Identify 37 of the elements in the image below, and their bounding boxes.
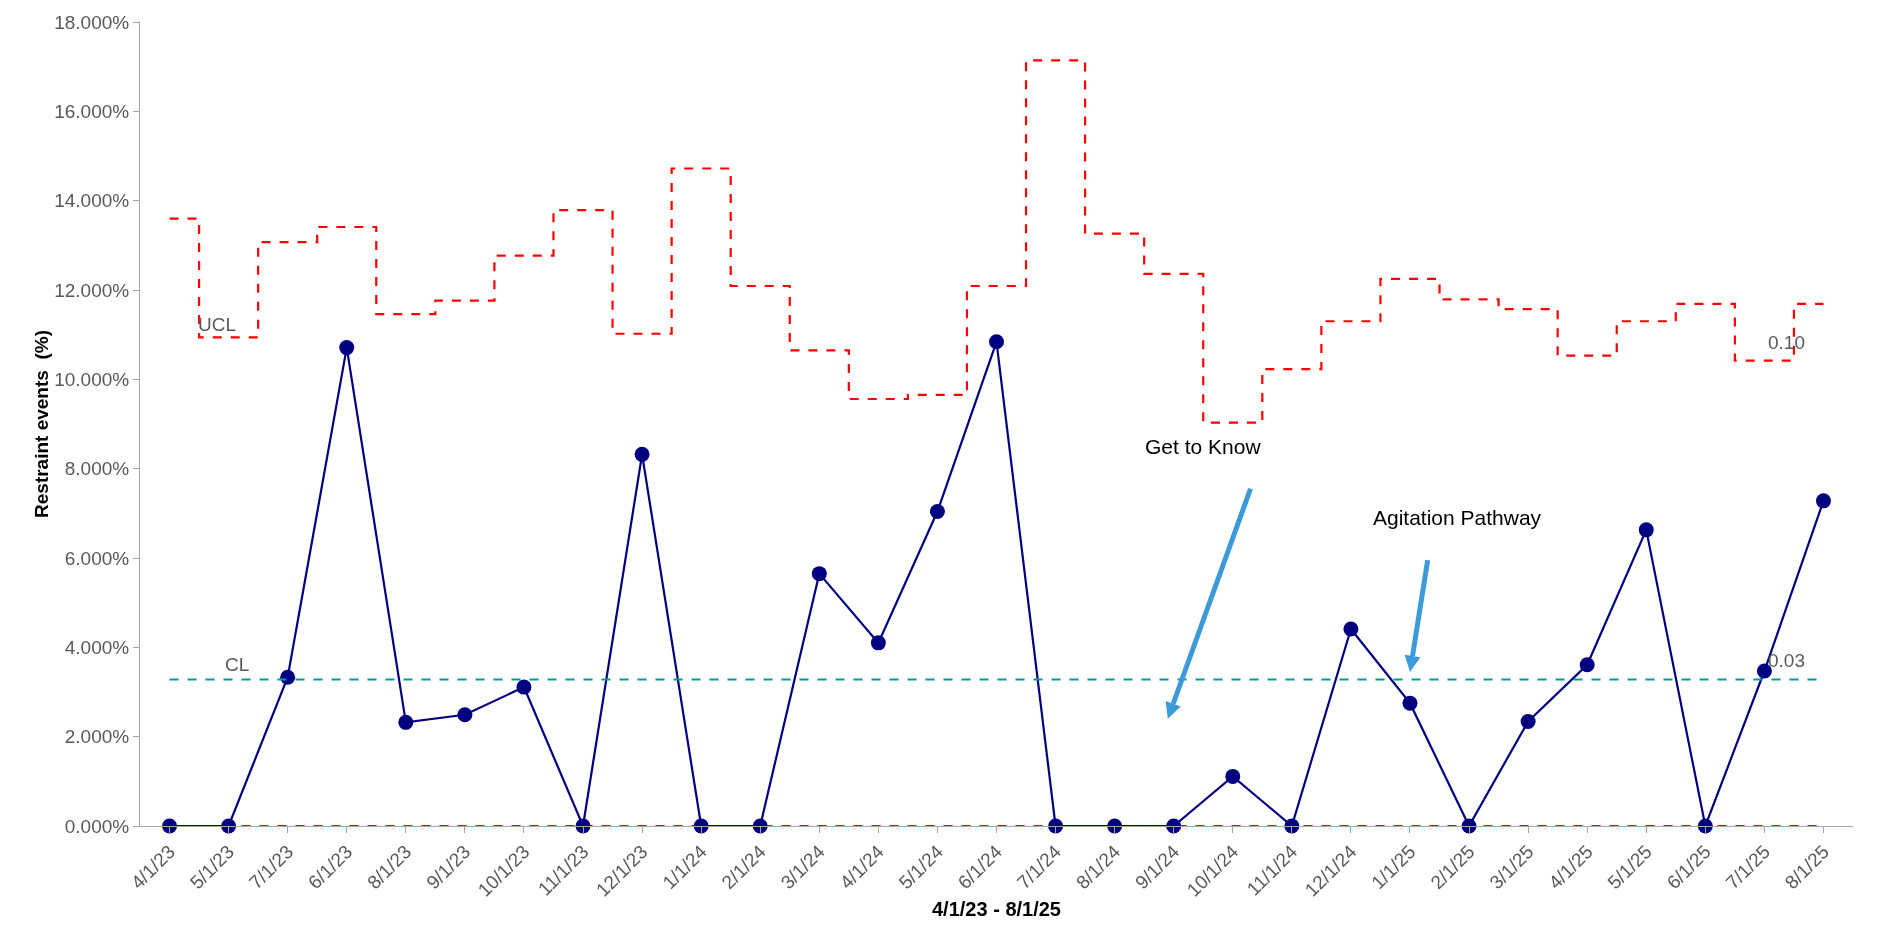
y-tick-label: 16.000%: [54, 100, 130, 122]
y-axis-title: Restraint events (%): [31, 330, 53, 518]
point: [1343, 621, 1359, 637]
point: [634, 446, 650, 462]
point: [989, 334, 1004, 350]
y-tick-label: 12.000%: [54, 279, 130, 301]
point: [1520, 713, 1536, 729]
y-tick-label: 10.000%: [54, 368, 130, 390]
point: [398, 714, 414, 730]
y-tick-label: 0.000%: [64, 815, 130, 837]
series-label: UCL: [198, 314, 237, 335]
point: [870, 635, 886, 651]
point: [516, 679, 532, 695]
point: [1225, 768, 1241, 784]
point: [457, 707, 473, 723]
y-tick-label: 6.000%: [64, 547, 130, 569]
point: [1166, 818, 1182, 834]
point: [811, 566, 827, 582]
y-tick-label: 8.000%: [64, 458, 130, 480]
annotation: 0.10: [1768, 332, 1805, 353]
ref-line-label: CL: [225, 654, 250, 675]
annotation: 0.03: [1768, 650, 1805, 671]
x-axis-title: 4/1/23 - 8/1/25: [932, 898, 1061, 921]
point: [1402, 695, 1418, 711]
point: [162, 818, 178, 834]
y-tick-label: 18.000%: [54, 11, 130, 33]
point: [339, 340, 355, 356]
point: [1815, 493, 1831, 509]
point: [1697, 818, 1713, 834]
point: [1638, 522, 1654, 538]
y-tick-label: 14.000%: [54, 190, 130, 212]
point: [929, 504, 945, 520]
annotation: Agitation Pathway: [1373, 506, 1542, 529]
point: [1579, 657, 1595, 673]
y-tick-label: 4.000%: [64, 636, 130, 658]
y-tick-label: 2.000%: [64, 726, 130, 748]
annotation: Get to Know: [1145, 435, 1262, 458]
